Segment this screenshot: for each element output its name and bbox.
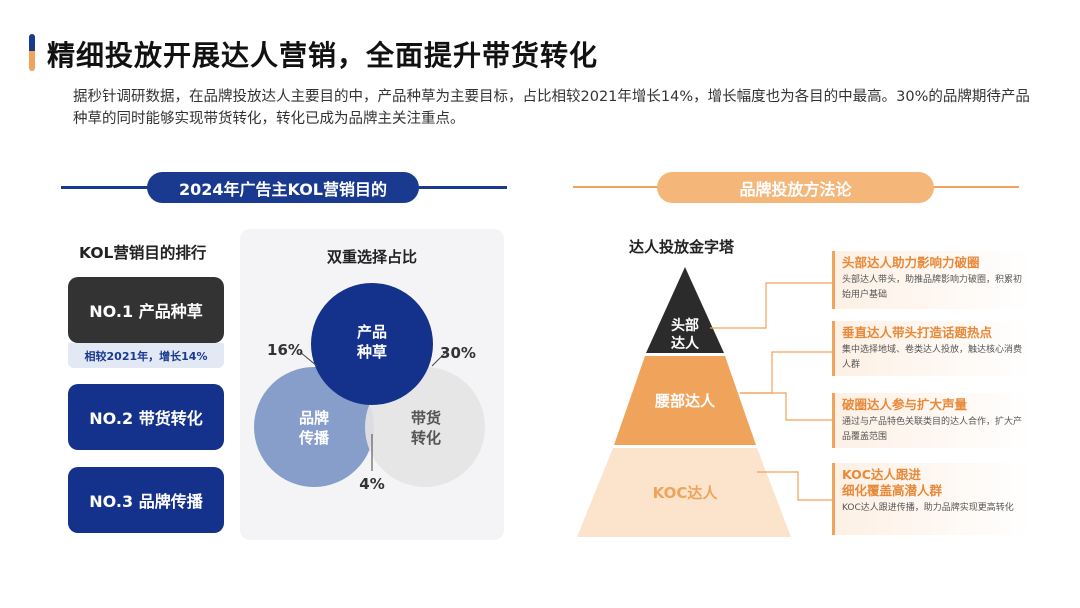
pyramid-level-middle [614, 356, 756, 445]
pyramid-label-bottom: KOC达人 [653, 484, 719, 502]
rank-1-note: 相较2021年，增长14% [68, 343, 224, 368]
venn-label-sales-1: 带货 [411, 409, 441, 427]
info-block-text: 通过与产品特色关联类目的达人合作，扩大产品覆盖范围 [842, 417, 1023, 442]
venn-pct-bottom: 4% [359, 475, 384, 493]
connector-line-1 [710, 282, 832, 329]
venn-pct-left: 16% [267, 341, 303, 359]
pyramid-diagram: 头部 达人 腰部达人 KOC达人 [577, 267, 832, 537]
info-block-bg [832, 321, 1032, 376]
connector-line-4 [757, 471, 832, 501]
right-section-header: 品牌投放方法论 [657, 172, 934, 203]
title-accent-bar [29, 34, 35, 51]
callout-line-right [431, 350, 448, 367]
pyramid-label-top-2: 达人 [671, 335, 700, 352]
rank-card-2: NO.2 带货转化 [68, 384, 224, 450]
info-block-4: KOC达人跟进 细化覆盖高潜人群 KOC达人跟进传播，助力品牌实现更高转化 [832, 463, 1032, 535]
connector-line-3 [740, 392, 832, 421]
page-title: 精细投放开展达人营销，全面提升带货转化 [47, 39, 599, 72]
info-block-text: 头部达人带头，助推品牌影响力破圈，积累初始用户基础 [842, 275, 1023, 300]
connector-line-2 [740, 351, 832, 394]
venn-pct-right: 30% [440, 344, 476, 362]
venn-label-sales-2: 转化 [411, 429, 441, 447]
info-block-1: 头部达人助力影响力破圈 头部达人带头，助推品牌影响力破圈，积累初始用户基础 [832, 251, 1032, 309]
info-block-bg [832, 463, 1032, 535]
info-block-bg [832, 393, 1032, 448]
venn-diagram: 产品 种草 品牌 传播 带货 转化 16% 30% 4% [254, 283, 485, 493]
info-block-bar [832, 463, 835, 535]
rank-card-1: NO.1 产品种草 [68, 277, 224, 343]
info-block-heading: 头部达人助力影响力破圈 [842, 255, 980, 270]
info-block-heading-line2: 细化覆盖高潜人群 [842, 483, 943, 498]
info-block-bar [832, 321, 835, 376]
callout-line-left [299, 351, 318, 367]
title-accent-bar-orange [29, 51, 35, 71]
pyramid-label-middle: 腰部达人 [654, 392, 716, 410]
info-block-bar [832, 251, 835, 309]
pyramid-level-bottom [577, 448, 791, 537]
info-block-bar [832, 393, 835, 448]
venn-circle-seeding [311, 283, 433, 405]
info-block-heading: 破圈达人参与扩大声量 [842, 397, 968, 412]
venn-label-seeding-2: 种草 [356, 343, 387, 361]
left-section-header: 2024年广告主KOL营销目的 [147, 172, 419, 203]
venn-label-brand-2: 传播 [298, 429, 330, 447]
pyramid-level-top [646, 267, 724, 353]
venn-title: 双重选择占比 [326, 248, 417, 266]
pyramid-label-top-1: 头部 [671, 317, 699, 334]
ranking-title: KOL营销目的排行 [79, 244, 207, 262]
info-block-bg [832, 251, 1032, 309]
venn-label-seeding-1: 产品 [357, 323, 387, 341]
pyramid-title: 达人投放金字塔 [629, 238, 735, 256]
info-block-3: 破圈达人参与扩大声量 通过与产品特色关联类目的达人合作，扩大产品覆盖范围 [832, 393, 1032, 448]
info-block-text: 集中选择地域、卷类达人投放，触达核心消费人群 [842, 345, 1023, 370]
info-block-2: 垂直达人带头打造话题热点 集中选择地域、卷类达人投放，触达核心消费人群 [832, 321, 1032, 376]
venn-label-brand-1: 品牌 [299, 409, 329, 427]
intro-paragraph: 据秒针调研数据，在品牌投放达人主要目的中，产品种草为主要目标，占比相较2021年… [73, 89, 1030, 127]
rank-card-3: NO.3 品牌传播 [68, 467, 224, 533]
info-block-heading: 垂直达人带头打造话题热点 [842, 325, 993, 340]
info-block-heading-line1: KOC达人跟进 [842, 467, 921, 482]
info-block-text: KOC达人跟进传播，助力品牌实现更高转化 [842, 503, 1014, 513]
